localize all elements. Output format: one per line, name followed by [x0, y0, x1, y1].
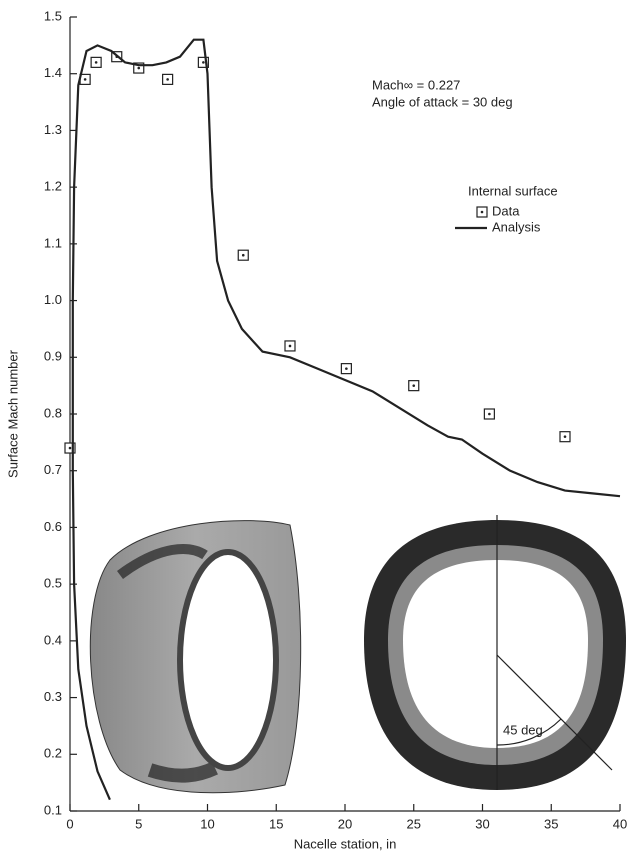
data-point [341, 364, 351, 374]
legend-marker-dot [481, 211, 484, 214]
legend-title: Internal surface [468, 183, 558, 198]
y-tick-label: 0.6 [44, 519, 62, 534]
marker-dot [345, 367, 348, 370]
x-tick-label: 10 [200, 816, 214, 831]
legend-label: Data [492, 203, 520, 218]
x-tick-label: 15 [269, 816, 283, 831]
y-axis-label: Surface Mach number [5, 349, 20, 478]
y-tick-label: 0.8 [44, 405, 62, 420]
data-point [484, 409, 494, 419]
x-tick-label: 35 [544, 816, 558, 831]
y-tick-label: 0.9 [44, 349, 62, 364]
x-tick-label: 5 [135, 816, 142, 831]
y-tick-label: 0.4 [44, 632, 62, 647]
marker-dot [289, 345, 292, 348]
y-tick-label: 1.3 [44, 122, 62, 137]
annotation: 45 deg [503, 722, 543, 737]
y-tick-label: 0.1 [44, 802, 62, 817]
annotation: Angle of attack = 30 deg [372, 94, 513, 109]
y-tick-label: 0.2 [44, 746, 62, 761]
marker-dot [69, 447, 72, 450]
y-tick-label: 1.2 [44, 179, 62, 194]
data-point [409, 381, 419, 391]
marker-dot [488, 413, 491, 416]
marker-dot [242, 254, 245, 257]
x-tick-label: 20 [338, 816, 352, 831]
x-tick-label: 30 [475, 816, 489, 831]
marker-dot [95, 61, 98, 64]
x-tick-label: 25 [407, 816, 421, 831]
y-tick-label: 0.3 [44, 689, 62, 704]
annotation: Mach∞ = 0.227 [372, 77, 460, 92]
y-tick-label: 0.5 [44, 576, 62, 591]
chart: 0.1 0.2 0.3 0.4 0.5 0.6 0.7 0.8 0.9 1.0 1.1 1.2 1.3 1… [0, 0, 628, 856]
data-point [285, 341, 295, 351]
x-tick-label: 40 [613, 816, 627, 831]
marker-dot [137, 67, 140, 70]
marker-dot [84, 78, 87, 81]
x-axis-label: Nacelle station, in [294, 836, 397, 851]
legend-label: Analysis [492, 219, 541, 234]
marker-dot [412, 384, 415, 387]
marker-dot [202, 61, 205, 64]
marker-dot [564, 435, 567, 438]
y-tick-label: 1.1 [44, 235, 62, 250]
y-tick-label: 0.7 [44, 462, 62, 477]
y-tick-label: 1.0 [44, 292, 62, 307]
x-tick-label: 0 [66, 816, 73, 831]
nacelle-section-illustration [364, 515, 626, 790]
data-point [560, 432, 570, 442]
marker-dot [166, 78, 169, 81]
y-tick-label: 1.4 [44, 65, 62, 80]
data-point [238, 250, 248, 260]
y-tick-label: 1.5 [44, 8, 62, 23]
data-point [91, 57, 101, 67]
nacelle-3d-illustration [90, 521, 300, 793]
data-point [163, 74, 173, 84]
